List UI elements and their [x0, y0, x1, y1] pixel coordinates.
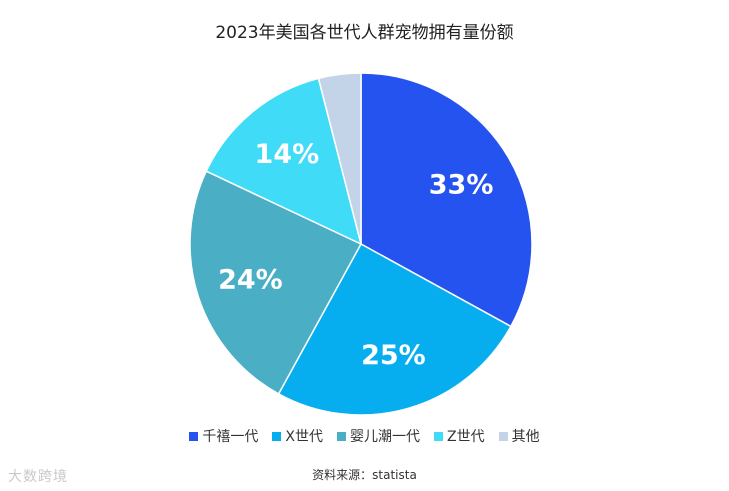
- legend-swatch: [189, 431, 199, 441]
- pie-slice-1: [360, 72, 533, 328]
- legend-label: 千禧一代: [202, 429, 259, 445]
- watermark-text: 大数跨境: [8, 469, 68, 485]
- legend-swatch: [337, 431, 346, 441]
- chart-title: 2023年美国各世代人群宠物拥有量份额: [215, 23, 514, 43]
- pie-slice-2: [277, 242, 512, 416]
- legend-item: 其他: [498, 426, 540, 446]
- slice-label-4: 14%: [255, 139, 320, 170]
- legend-item: X世代: [272, 426, 323, 446]
- legend-swatch: [498, 431, 508, 441]
- source-note: 资料来源：statista: [312, 468, 417, 482]
- legend-label: 婴儿潮一代: [350, 429, 420, 445]
- pie-slice-4: [205, 77, 363, 246]
- pie-slice-3: [189, 170, 363, 395]
- legend-item: Z世代: [434, 426, 485, 446]
- pie-slice-5: [317, 72, 362, 245]
- watermark-logo: 大数跨境: [8, 466, 68, 486]
- slice-label-3: 24%: [218, 264, 283, 295]
- legend-swatch: [434, 431, 443, 441]
- legend-item: 婴儿潮一代: [337, 426, 420, 446]
- legend-label: X世代: [285, 429, 323, 445]
- legend-label: Z世代: [447, 429, 485, 445]
- slice-label-1: 33%: [429, 169, 494, 200]
- legend-swatch: [272, 431, 282, 441]
- legend-label: 其他: [511, 429, 540, 445]
- legend: 千禧一代 X世代 婴儿潮一代 Z世代 其他: [0, 426, 729, 446]
- legend-item: 千禧一代: [189, 426, 258, 446]
- slice-label-2: 25%: [361, 340, 426, 371]
